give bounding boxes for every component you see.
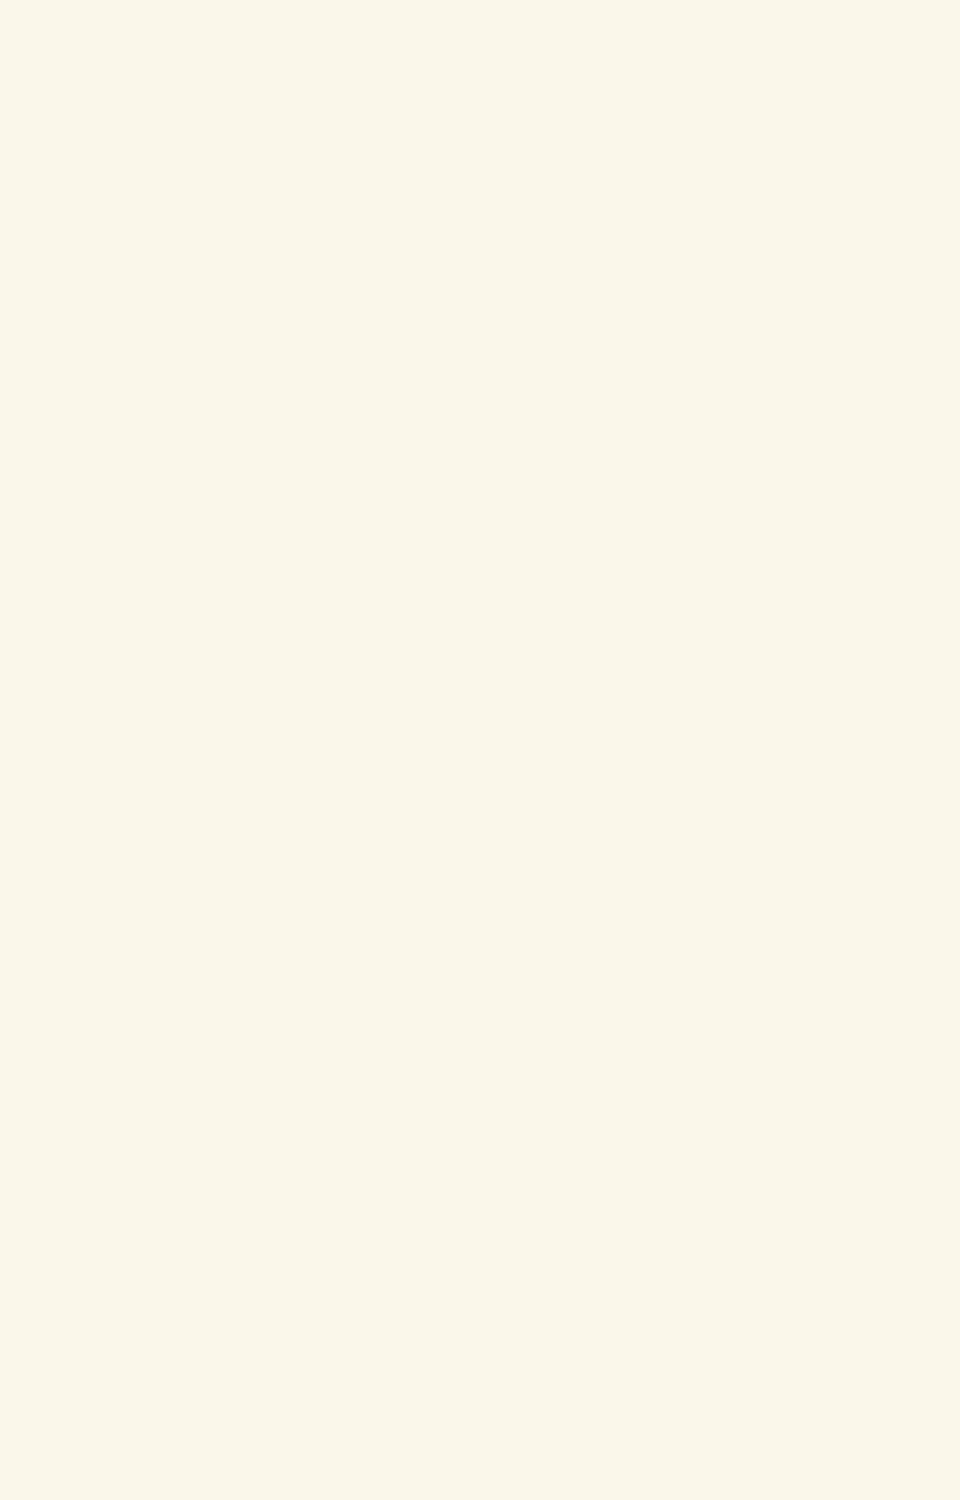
columns: [130, 95, 830, 125]
left-column: [130, 95, 461, 125]
right-column: [499, 95, 830, 125]
